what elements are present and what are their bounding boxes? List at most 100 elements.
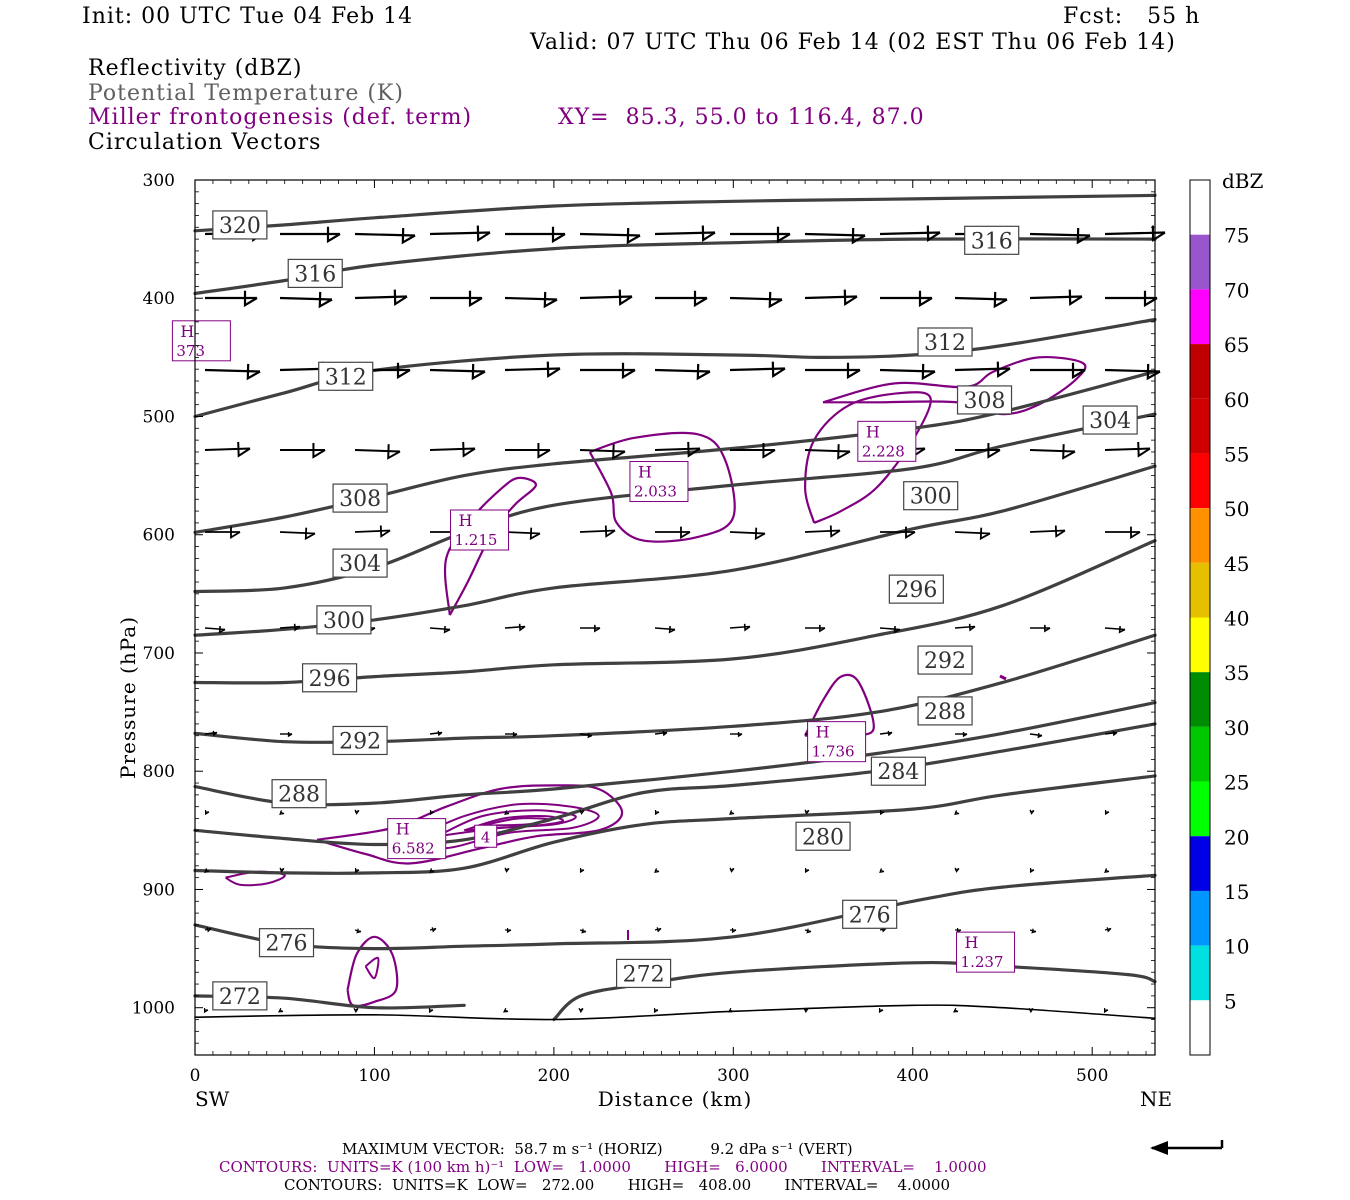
vector-arrow-head <box>504 810 510 816</box>
vector-arrow-head <box>437 730 443 737</box>
x-tick-label: 200 <box>538 1066 570 1086</box>
vector-arrow <box>354 232 416 237</box>
vector-arrow-head <box>612 444 626 460</box>
theta-label: 304 <box>339 552 381 577</box>
max-vector-text: MAXIMUM VECTOR: 58.7 m s⁻¹ (HORIZ) 9.2 d… <box>342 1140 853 1158</box>
vector-arrow-head <box>237 441 251 458</box>
vector-arrow-head <box>819 624 826 633</box>
vector-arrow-head <box>771 361 786 379</box>
vector-arrow <box>1029 232 1091 237</box>
theta-contour-276-11 <box>193 873 1157 951</box>
vector-arrow-head <box>687 441 701 458</box>
vector-arrow <box>579 529 616 533</box>
vector-arrow <box>804 295 858 300</box>
fronto-contour-m <box>364 956 380 980</box>
theta-label: 304 <box>1089 409 1131 434</box>
high-label-h: H <box>396 820 410 839</box>
colorbar-tick-label: 20 <box>1224 825 1249 849</box>
vector-arrow-head <box>954 867 960 873</box>
forecast-hour: Fcst: 55 h <box>1063 4 1201 29</box>
colorbar-swatch <box>1190 726 1210 782</box>
colorbar-swatch <box>1190 398 1210 454</box>
field-frontogenesis: Miller frontogenesis (def. term) <box>88 105 473 130</box>
vector-arrow <box>1104 231 1166 236</box>
vector-arrow <box>804 232 866 237</box>
vector-arrow-head <box>529 527 541 541</box>
vector-arrow-head <box>680 526 691 540</box>
theta-label-box <box>287 258 343 289</box>
vector-arrow-head <box>729 867 735 873</box>
x-tick-label: 300 <box>717 1066 749 1086</box>
field-reflectivity: Reflectivity (dBZ) <box>88 56 303 81</box>
theta-label-box <box>212 981 268 1011</box>
high-label-value: 1.736 <box>812 743 855 761</box>
vector-arrow-head <box>1031 928 1037 934</box>
vector-arrow <box>954 625 976 629</box>
theta-contour-info: CONTOURS: UNITS=K LOW= 272.00 HIGH= 408.… <box>284 1176 950 1194</box>
high-label-box <box>956 931 1016 973</box>
theta-label: 276 <box>849 903 891 928</box>
vector-arrow-head <box>543 291 558 309</box>
high-label-h: H <box>965 933 979 952</box>
theta-label: 288 <box>278 783 320 808</box>
vector-arrow-head <box>879 809 885 816</box>
theta-label-box <box>316 605 372 635</box>
vector-arrow-head <box>668 625 676 634</box>
colorbar-tick-label: 30 <box>1224 716 1249 740</box>
field-theta: Potential Temperature (K) <box>88 81 404 106</box>
theta-label-box <box>888 574 944 604</box>
vector-arrow-head <box>737 731 743 738</box>
vector-arrow-head <box>504 867 510 873</box>
vector-arrow <box>354 529 391 533</box>
axes: 0 100 200 300 400 500 300 400 500 600 700 800 900 100… <box>116 171 1172 1111</box>
theta-label-box <box>870 756 927 786</box>
colorbar-tick-label: 60 <box>1224 388 1249 412</box>
vector-arrow-head <box>621 362 636 380</box>
vector-arrow-head <box>843 289 858 307</box>
colorbar-swatch <box>1190 836 1210 891</box>
vector-arrow-head <box>1071 362 1086 380</box>
y-tick-label: 600 <box>143 526 175 546</box>
contour-labels: 320 316 316 312 312 308 308 304 304 300 300 296 296 2… <box>171 210 1138 1011</box>
fronto-contour-info: CONTOURS: UNITS=K (100 km h)⁻¹ LOW= 1.00… <box>219 1158 987 1176</box>
vector-arrow-head <box>803 1007 809 1014</box>
vector-arrow <box>1029 295 1083 300</box>
vector-arrow-head <box>1137 441 1151 458</box>
vector-arrow-head <box>768 291 783 309</box>
vector-arrow-head <box>693 290 708 308</box>
vector-arrow-head <box>1029 867 1035 874</box>
colorbar-swatch <box>1190 617 1210 673</box>
theta-label: 292 <box>924 649 966 674</box>
high-label-h: H <box>866 422 880 441</box>
vector-arrow-head <box>279 810 285 816</box>
vector-arrow <box>1104 731 1118 735</box>
high-label-h: H <box>459 511 473 530</box>
vector-arrow-head <box>656 927 662 933</box>
vector-arrow <box>354 449 401 453</box>
vector-arrow <box>279 296 333 301</box>
x-axis-label: Distance (km) <box>598 1087 753 1111</box>
theta-label: 288 <box>924 700 966 725</box>
vector-arrow <box>354 295 408 300</box>
colorbar-swatch <box>1190 945 1210 1001</box>
vector-arrow-head <box>1146 363 1161 381</box>
vector-arrow-head <box>1029 809 1035 815</box>
vector-arrow-head <box>246 363 261 381</box>
colorbar-swatch <box>1190 344 1210 399</box>
theta-contour-308-3 <box>193 370 1157 534</box>
vector-arrow-head <box>921 363 936 381</box>
vector-arrow-head <box>579 867 585 874</box>
vector-arrow-head <box>1028 1007 1034 1014</box>
colorbar-swatch <box>1190 180 1210 235</box>
high-label-value: 2.033 <box>634 483 677 501</box>
vector-arrow-head <box>1104 868 1110 874</box>
vector-arrow-head <box>278 1007 284 1013</box>
vector-arrow-head <box>804 867 810 874</box>
vector-arrow <box>729 531 766 535</box>
theta-contour-surface-14 <box>194 1004 1156 1021</box>
vector-arrow-head <box>204 809 210 816</box>
vector-arrow-head <box>401 227 416 245</box>
vector-arrow-head <box>594 624 601 633</box>
theta-label: 296 <box>895 578 937 603</box>
